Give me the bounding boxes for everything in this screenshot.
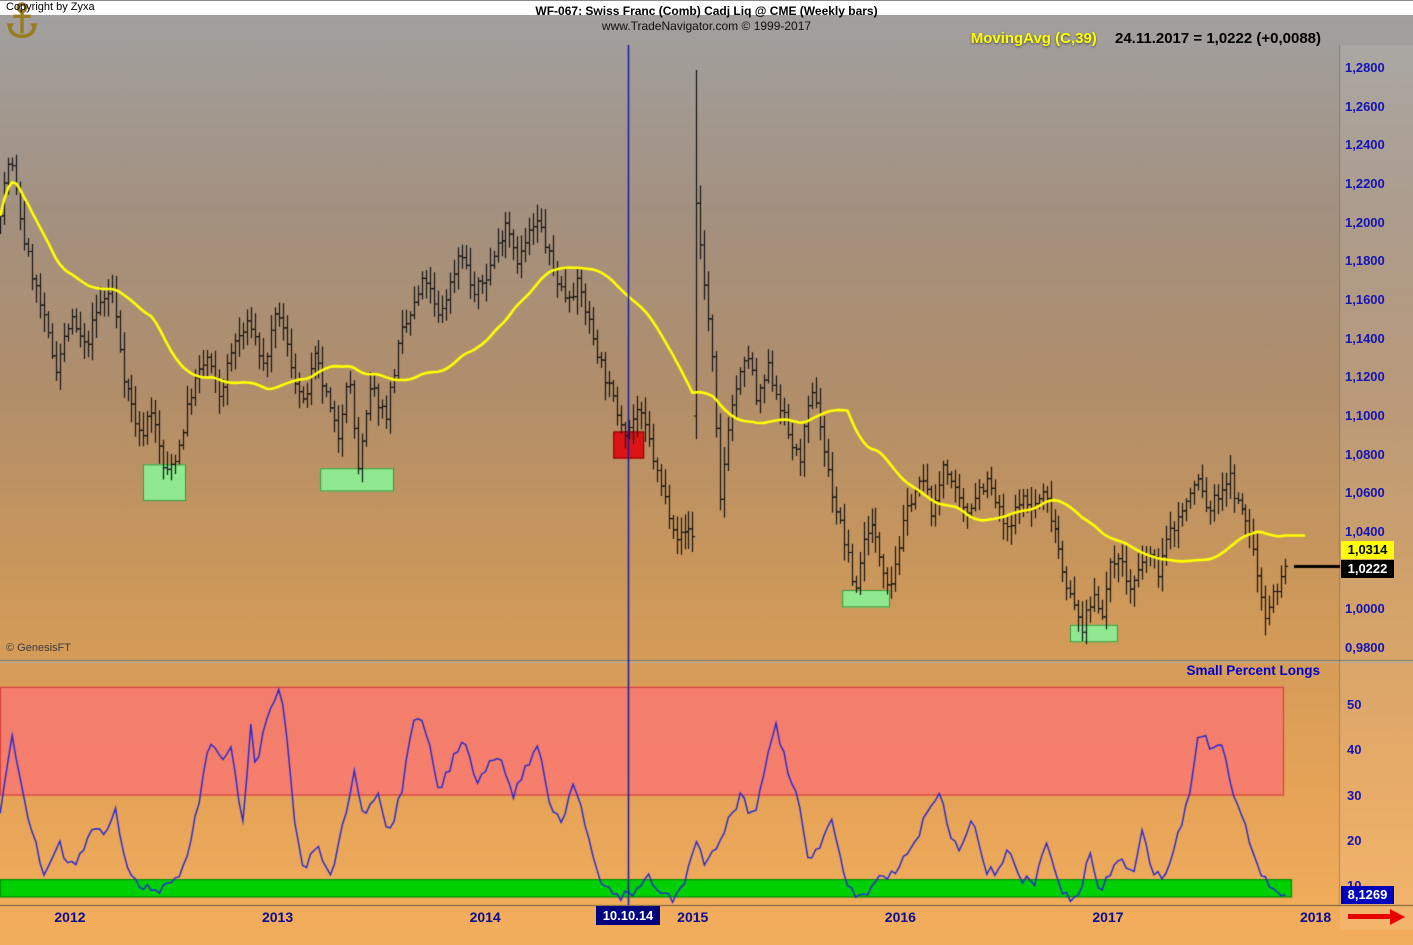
- year-label: 2014: [469, 909, 501, 925]
- percent-longs-tick-label: 40: [1347, 742, 1362, 758]
- price-tick-label: 1,2200: [1345, 176, 1385, 191]
- year-label: 2013: [261, 909, 294, 925]
- percent-longs-tick-label: 20: [1347, 832, 1362, 848]
- chart-subtitle: www.TradeNavigator.com © 1999-2017: [601, 19, 812, 33]
- price-tick-label: 1,0000: [1345, 601, 1385, 617]
- year-label: 2018: [1299, 909, 1332, 925]
- last-price-badge: 1,0222: [1341, 560, 1394, 578]
- scroll-right-arrow[interactable]: [1348, 909, 1406, 925]
- anchor-logo-icon: [4, 2, 40, 47]
- scroll-arrow-shaft: [1348, 914, 1390, 919]
- year-label: 2016: [884, 909, 916, 925]
- year-label: 2017: [1092, 909, 1124, 925]
- percent-longs-tick-label: 30: [1347, 787, 1362, 803]
- copyright-text: Copyright by Zyxa: [6, 1, 95, 13]
- moving-average-label[interactable]: MovingAvg (C,39): [970, 30, 1097, 47]
- percent-longs-value-badge: 8,1269: [1341, 886, 1394, 904]
- price-tick-label: 1,1600: [1345, 292, 1385, 307]
- price-tick-label: 1,1200: [1345, 369, 1385, 385]
- price-tick-label: 1,0800: [1345, 446, 1385, 462]
- last-quote-value: 24.11.2017 = 1,0222 (+0,0088): [1114, 30, 1321, 47]
- price-tick-label: 1,1400: [1345, 330, 1385, 346]
- price-tick-label: 0,9800: [1345, 640, 1385, 655]
- indicator-legend: MovingAvg (C,39) 24.11.2017 = 1,0222 (+0…: [971, 30, 1321, 47]
- lower-panel-title: Small Percent Longs: [1186, 663, 1320, 678]
- price-tick-label: 1,2000: [1345, 214, 1385, 230]
- percent-longs-tick-label: 50: [1347, 697, 1362, 712]
- price-tick-label: 1,2400: [1345, 137, 1385, 153]
- price-tick-label: 1,2800: [1345, 60, 1385, 75]
- chart-title: WF-067: Swiss Franc (Comb) Cadj Liq @ CM…: [535, 4, 878, 18]
- price-tick-label: 1,0400: [1345, 524, 1385, 539]
- year-label: 2015: [677, 909, 709, 925]
- price-tick-label: 1,0600: [1345, 485, 1385, 501]
- price-tick-label: 1,1000: [1345, 408, 1385, 423]
- scroll-arrow-head-icon: [1390, 909, 1405, 925]
- year-label: 2012: [54, 909, 86, 925]
- genesis-watermark: © GenesisFT: [6, 642, 71, 654]
- price-tick-label: 1,1800: [1345, 253, 1385, 269]
- ma-price-badge: 1,0314: [1341, 541, 1394, 559]
- crosshair-date-badge: 10.10.14: [596, 906, 660, 925]
- price-tick-label: 1,2600: [1345, 98, 1385, 114]
